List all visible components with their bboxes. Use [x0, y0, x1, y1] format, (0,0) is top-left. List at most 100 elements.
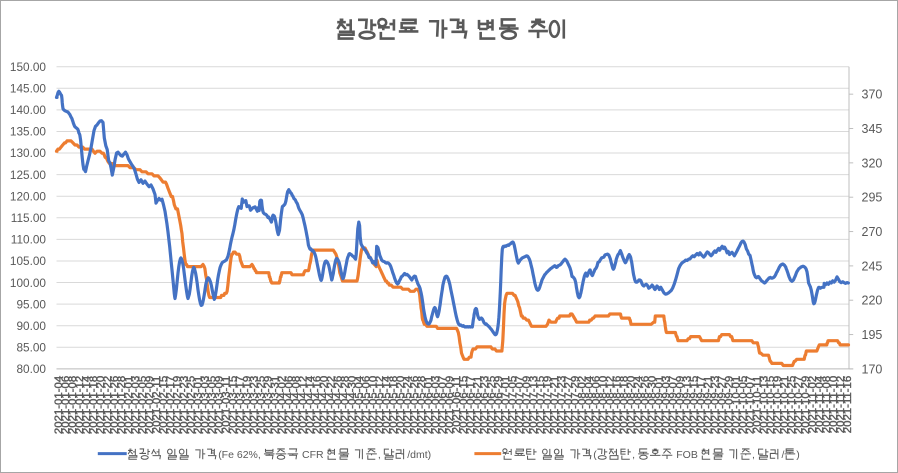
svg-text:2021-04-26: 2021-04-26	[332, 376, 344, 434]
svg-text:145.00: 145.00	[10, 82, 47, 96]
svg-text:2021-10-15: 2021-10-15	[765, 376, 777, 434]
svg-text:2021-08-18: 2021-08-18	[619, 376, 631, 434]
svg-text:2021-05-10: 2021-05-10	[367, 376, 379, 434]
svg-text:2021-08-02: 2021-08-02	[577, 376, 589, 434]
svg-text:2021-04-28: 2021-04-28	[339, 376, 351, 434]
svg-text:150.00: 150.00	[10, 60, 47, 74]
svg-text:,: ,	[378, 449, 384, 461]
svg-text:2021-02-09: 2021-02-09	[144, 376, 156, 434]
svg-text:2021-05-12: 2021-05-12	[374, 376, 386, 434]
svg-text:2021-02-01: 2021-02-01	[123, 376, 135, 434]
svg-text:2021-04-30: 2021-04-30	[346, 376, 358, 434]
svg-text:2021-06-15: 2021-06-15	[458, 376, 470, 434]
svg-text:2021-08-06: 2021-08-06	[591, 376, 603, 434]
svg-text:2021-09-01: 2021-09-01	[654, 376, 666, 434]
svg-text:2021-02-17: 2021-02-17	[165, 376, 177, 434]
svg-text:2021-09-09: 2021-09-09	[675, 376, 687, 434]
svg-text:2021-03-17: 2021-03-17	[235, 376, 247, 434]
svg-text:2021-05-14: 2021-05-14	[381, 376, 393, 434]
svg-text:2021-04-02: 2021-04-02	[277, 376, 289, 434]
svg-text:2021-01-26: 2021-01-26	[109, 376, 121, 434]
svg-text:2021-07-07: 2021-07-07	[514, 376, 526, 434]
svg-text:2021-04-08: 2021-04-08	[290, 376, 302, 434]
svg-text:2021-02-15: 2021-02-15	[158, 376, 170, 434]
svg-text:2021-09-23: 2021-09-23	[709, 376, 721, 434]
svg-text:2021-05-04: 2021-05-04	[353, 376, 365, 434]
svg-text:/dmt): /dmt)	[407, 449, 431, 461]
svg-text:2021-06-29: 2021-06-29	[493, 376, 505, 434]
svg-text:2021-04-20: 2021-04-20	[318, 376, 330, 434]
svg-text:2021-08-16: 2021-08-16	[612, 376, 624, 434]
svg-text:120.00: 120.00	[10, 189, 47, 203]
svg-text:2021-10-13: 2021-10-13	[758, 376, 770, 434]
svg-text:2021-01-20: 2021-01-20	[95, 376, 107, 434]
svg-text:CFR: CFR	[299, 449, 326, 461]
svg-text:2021-10-27: 2021-10-27	[793, 376, 805, 434]
svg-text:2021-09-13: 2021-09-13	[682, 376, 694, 434]
svg-text:2021-07-19: 2021-07-19	[542, 376, 554, 434]
svg-text:2021-09-27: 2021-09-27	[716, 376, 728, 434]
svg-text:2021-07-15: 2021-07-15	[535, 376, 547, 434]
svg-text:2021-07-23: 2021-07-23	[556, 376, 568, 434]
svg-text:2021-06-11: 2021-06-11	[451, 376, 463, 433]
svg-text:2021-01-18: 2021-01-18	[88, 376, 100, 434]
svg-text:FOB: FOB	[673, 449, 700, 461]
svg-text:2021-01-08: 2021-01-08	[67, 376, 79, 434]
svg-text:345: 345	[862, 122, 883, 136]
svg-text:245: 245	[862, 259, 883, 273]
svg-text:2021-02-23: 2021-02-23	[179, 376, 191, 434]
svg-text:2021-06-17: 2021-06-17	[465, 376, 477, 434]
svg-text:125.00: 125.00	[10, 168, 47, 182]
svg-text:85.00: 85.00	[16, 341, 46, 355]
svg-text:2021-10-25: 2021-10-25	[786, 376, 798, 434]
svg-text:2021-09-15: 2021-09-15	[688, 376, 700, 434]
svg-text:2021-03-15: 2021-03-15	[228, 376, 240, 434]
svg-text:110.00: 110.00	[11, 233, 47, 247]
svg-text:2021-08-04: 2021-08-04	[584, 376, 596, 434]
svg-text:2021-10-05: 2021-10-05	[737, 376, 749, 434]
svg-text:2021-03-23: 2021-03-23	[249, 376, 261, 434]
svg-text:2021-07-05: 2021-07-05	[507, 376, 519, 434]
svg-text:2021-10-11: 2021-10-11	[751, 376, 763, 433]
svg-text:2021-02-19: 2021-02-19	[172, 376, 184, 434]
svg-text:115.00: 115.00	[11, 211, 47, 225]
svg-text:2021-05-28: 2021-05-28	[416, 376, 428, 434]
svg-text:2021-05-20: 2021-05-20	[395, 376, 407, 434]
svg-text:2021-08-20: 2021-08-20	[626, 376, 638, 434]
svg-text:2021-03-25: 2021-03-25	[256, 376, 268, 434]
svg-text:195: 195	[862, 328, 883, 342]
svg-text:2021-09-17: 2021-09-17	[695, 376, 707, 434]
svg-text:2021-11-04: 2021-11-04	[814, 376, 826, 433]
svg-text:2021-09-07: 2021-09-07	[668, 376, 680, 434]
svg-text:2021-06-09: 2021-06-09	[444, 376, 456, 434]
svg-text:2021-07-09: 2021-07-09	[521, 376, 533, 434]
svg-text:2021-06-21: 2021-06-21	[472, 376, 484, 434]
svg-text:(Fe 62%,: (Fe 62%,	[218, 449, 264, 461]
svg-text:90.00: 90.00	[16, 319, 46, 333]
svg-text:2021-03-01: 2021-03-01	[193, 376, 205, 434]
svg-text:2021-09-21: 2021-09-21	[702, 376, 714, 434]
svg-text:2021-09-03: 2021-09-03	[661, 376, 673, 434]
svg-text:2021-02-05: 2021-02-05	[137, 376, 149, 434]
svg-text:2021-01-06: 2021-01-06	[60, 376, 72, 434]
svg-text:2021-03-05: 2021-03-05	[207, 376, 219, 434]
svg-text:2021-04-16: 2021-04-16	[311, 376, 323, 434]
svg-text:2021-09-29: 2021-09-29	[723, 376, 735, 434]
svg-text:2021-05-24: 2021-05-24	[402, 376, 414, 434]
svg-text:2021-06-01: 2021-06-01	[423, 376, 435, 434]
svg-text:2021-07-13: 2021-07-13	[528, 376, 540, 434]
svg-text:2021-10-01: 2021-10-01	[730, 376, 742, 434]
svg-text:80.00: 80.00	[16, 362, 46, 376]
svg-text:2021-02-03: 2021-02-03	[130, 376, 142, 434]
svg-text:105.00: 105.00	[10, 254, 47, 268]
svg-text:2021-03-09: 2021-03-09	[214, 376, 226, 434]
svg-text:2021-03-11: 2021-03-11	[221, 376, 233, 433]
svg-text:2021-02-11: 2021-02-11	[151, 376, 163, 433]
svg-text:2021-10-21: 2021-10-21	[779, 376, 791, 434]
svg-text:2021-01-28: 2021-01-28	[116, 376, 128, 434]
svg-text:220: 220	[862, 294, 883, 308]
svg-text:100.00: 100.00	[10, 276, 47, 290]
svg-text:320: 320	[862, 156, 883, 170]
svg-text:2021-05-26: 2021-05-26	[409, 376, 421, 434]
svg-text:95.00: 95.00	[16, 297, 46, 311]
